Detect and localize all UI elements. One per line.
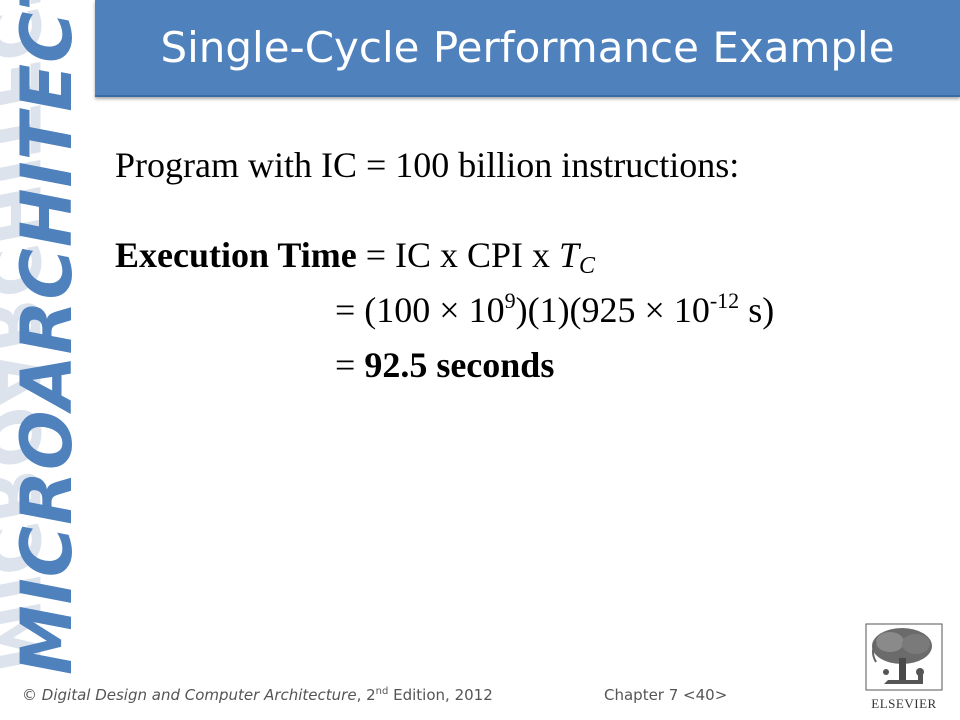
- edition-prefix: , 2: [356, 686, 376, 704]
- result-value: 92.5 seconds: [364, 345, 555, 385]
- title-bar: Single-Cycle Performance Example: [95, 0, 960, 97]
- slide-title: Single-Cycle Performance Example: [160, 23, 895, 72]
- calc-part-b: )(1)(925 × 10: [515, 290, 710, 330]
- side-wordmark-text: MICROARCHITECTURE: [6, 0, 88, 675]
- footer-citation: © Digital Design and Computer Architectu…: [22, 686, 493, 704]
- copyright-symbol: ©: [22, 686, 42, 704]
- side-wordmark: MICROARCHITECTURE MICROARCHITECTURE: [0, 0, 100, 680]
- result-equals: =: [335, 345, 365, 385]
- tc-subscript: C: [579, 253, 596, 279]
- calc-exponent-2: -12: [709, 288, 740, 313]
- book-title: Digital Design and Computer Architecture: [41, 686, 357, 704]
- tc-symbol: T: [559, 235, 580, 275]
- elsevier-logo: ELSEVIER: [862, 622, 946, 712]
- execution-time-formula: = IC x CPI x: [356, 235, 560, 275]
- calc-part-a: = (100 × 10: [335, 290, 505, 330]
- calculation-line: = (100 × 109)(1)(925 × 10-12 s): [335, 288, 774, 332]
- program-line: Program with IC = 100 billion instructio…: [115, 145, 740, 185]
- edition-suffix: Edition, 2012: [388, 686, 493, 704]
- chapter-page-number: Chapter 7 <40>: [604, 686, 728, 704]
- calc-exponent-1: 9: [504, 288, 516, 313]
- elsevier-wordmark: ELSEVIER: [871, 696, 937, 711]
- execution-time-label: Execution Time: [115, 235, 357, 275]
- result-line: = 92.5 seconds: [335, 343, 554, 387]
- calc-part-c: s): [739, 290, 775, 330]
- tree-icon: [865, 623, 943, 691]
- execution-time-line: Execution Time = IC x CPI x TC: [115, 233, 596, 279]
- edition-superscript: nd: [375, 686, 389, 697]
